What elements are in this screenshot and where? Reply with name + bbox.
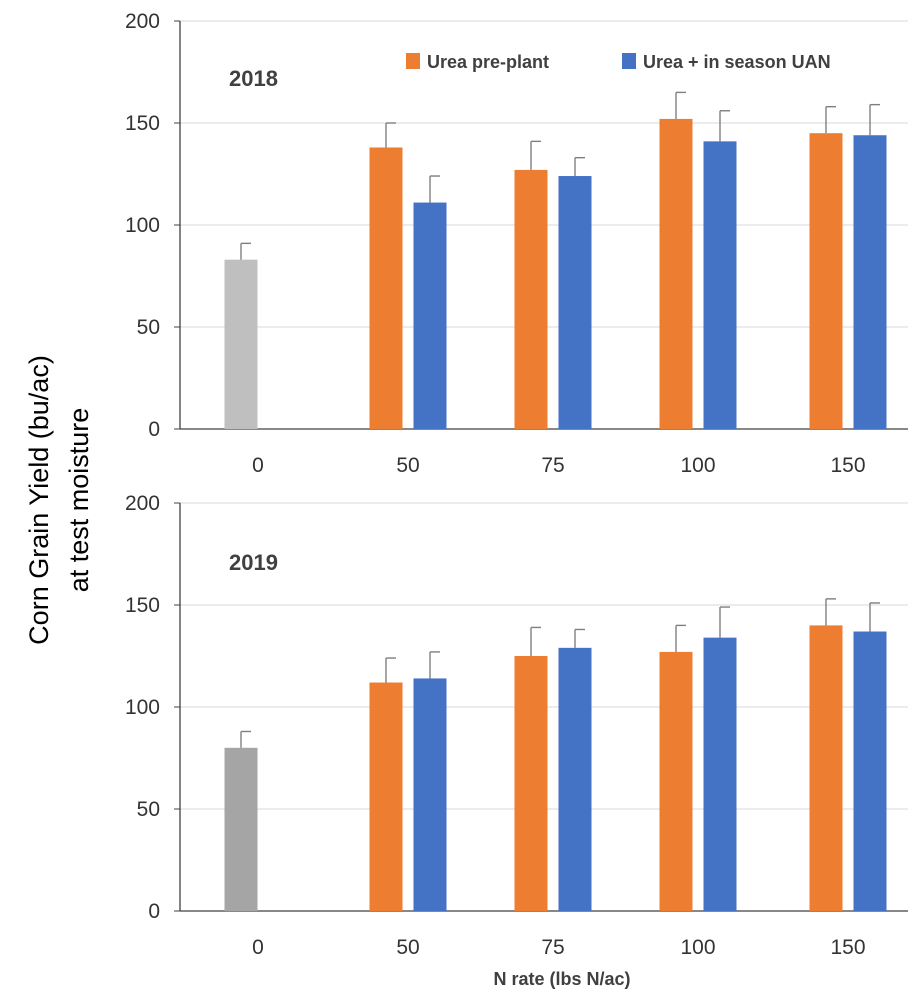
bar-urea-uan	[413, 202, 447, 429]
x-axis-title: N rate (lbs N/ac)	[493, 969, 630, 989]
y-tick-label: 150	[125, 112, 160, 135]
bar-urea-uan	[558, 176, 592, 429]
bar-control	[224, 259, 258, 429]
x-tick-label: 150	[830, 454, 865, 477]
bar-urea-pre-plant	[369, 147, 403, 430]
x-tick-label: 0	[252, 936, 264, 959]
y-tick-label: 150	[125, 594, 160, 617]
bar-urea-uan	[853, 135, 887, 430]
y-axis-title-line1: Corn Grain Yield (bu/ac)	[24, 355, 54, 645]
bar-urea-pre-plant	[659, 651, 693, 911]
bar-urea-pre-plant	[514, 169, 548, 430]
panel-year-label: 2018	[229, 66, 278, 91]
panel-2018: 0 50 100 150 200 0 50 75 100 150 2018	[125, 10, 908, 477]
legend-swatch-urea-pre-plant	[406, 53, 420, 69]
legend-label-urea-pre-plant: Urea pre-plant	[427, 52, 549, 72]
bar-urea-pre-plant	[514, 656, 548, 911]
y-tick-label: 200	[125, 492, 160, 515]
x-tick-label: 75	[541, 936, 564, 959]
x-tick-label: 50	[396, 936, 419, 959]
legend-swatch-urea-uan	[622, 53, 636, 69]
panel-year-label: 2019	[229, 550, 278, 575]
x-tick-label: 75	[541, 454, 564, 477]
bar-urea-uan	[703, 141, 737, 430]
y-tick-label: 100	[125, 214, 160, 237]
x-tick-label: 100	[680, 936, 715, 959]
legend-label-urea-uan: Urea + in season UAN	[643, 52, 831, 72]
bar-urea-pre-plant	[369, 682, 403, 911]
bar-urea-pre-plant	[809, 133, 843, 429]
bar-urea-pre-plant	[809, 625, 843, 911]
y-tick-label: 200	[125, 10, 160, 33]
bar-urea-uan	[558, 647, 592, 911]
y-tick-label: 50	[137, 316, 160, 339]
y-axis-title: Corn Grain Yield (bu/ac) at test moistur…	[24, 355, 94, 645]
y-axis-title-line2: at test moisture	[64, 408, 94, 593]
x-tick-label: 100	[680, 454, 715, 477]
panel-2019: 0 50 100 150 200 0 50 75 100 150 2019	[125, 492, 908, 959]
y-tick-label: 0	[148, 418, 160, 441]
y-tick-label: 100	[125, 696, 160, 719]
bar-urea-uan	[703, 637, 737, 911]
y-tick-label: 50	[137, 798, 160, 821]
x-tick-label: 0	[252, 454, 264, 477]
x-tick-label: 150	[830, 936, 865, 959]
x-tick-label: 50	[396, 454, 419, 477]
bar-control	[224, 747, 258, 911]
bar-urea-uan	[853, 631, 887, 911]
bar-urea-pre-plant	[659, 118, 693, 430]
bar-urea-uan	[413, 678, 447, 911]
y-tick-label: 0	[148, 900, 160, 923]
legend: Urea pre-plant Urea + in season UAN	[406, 52, 831, 72]
